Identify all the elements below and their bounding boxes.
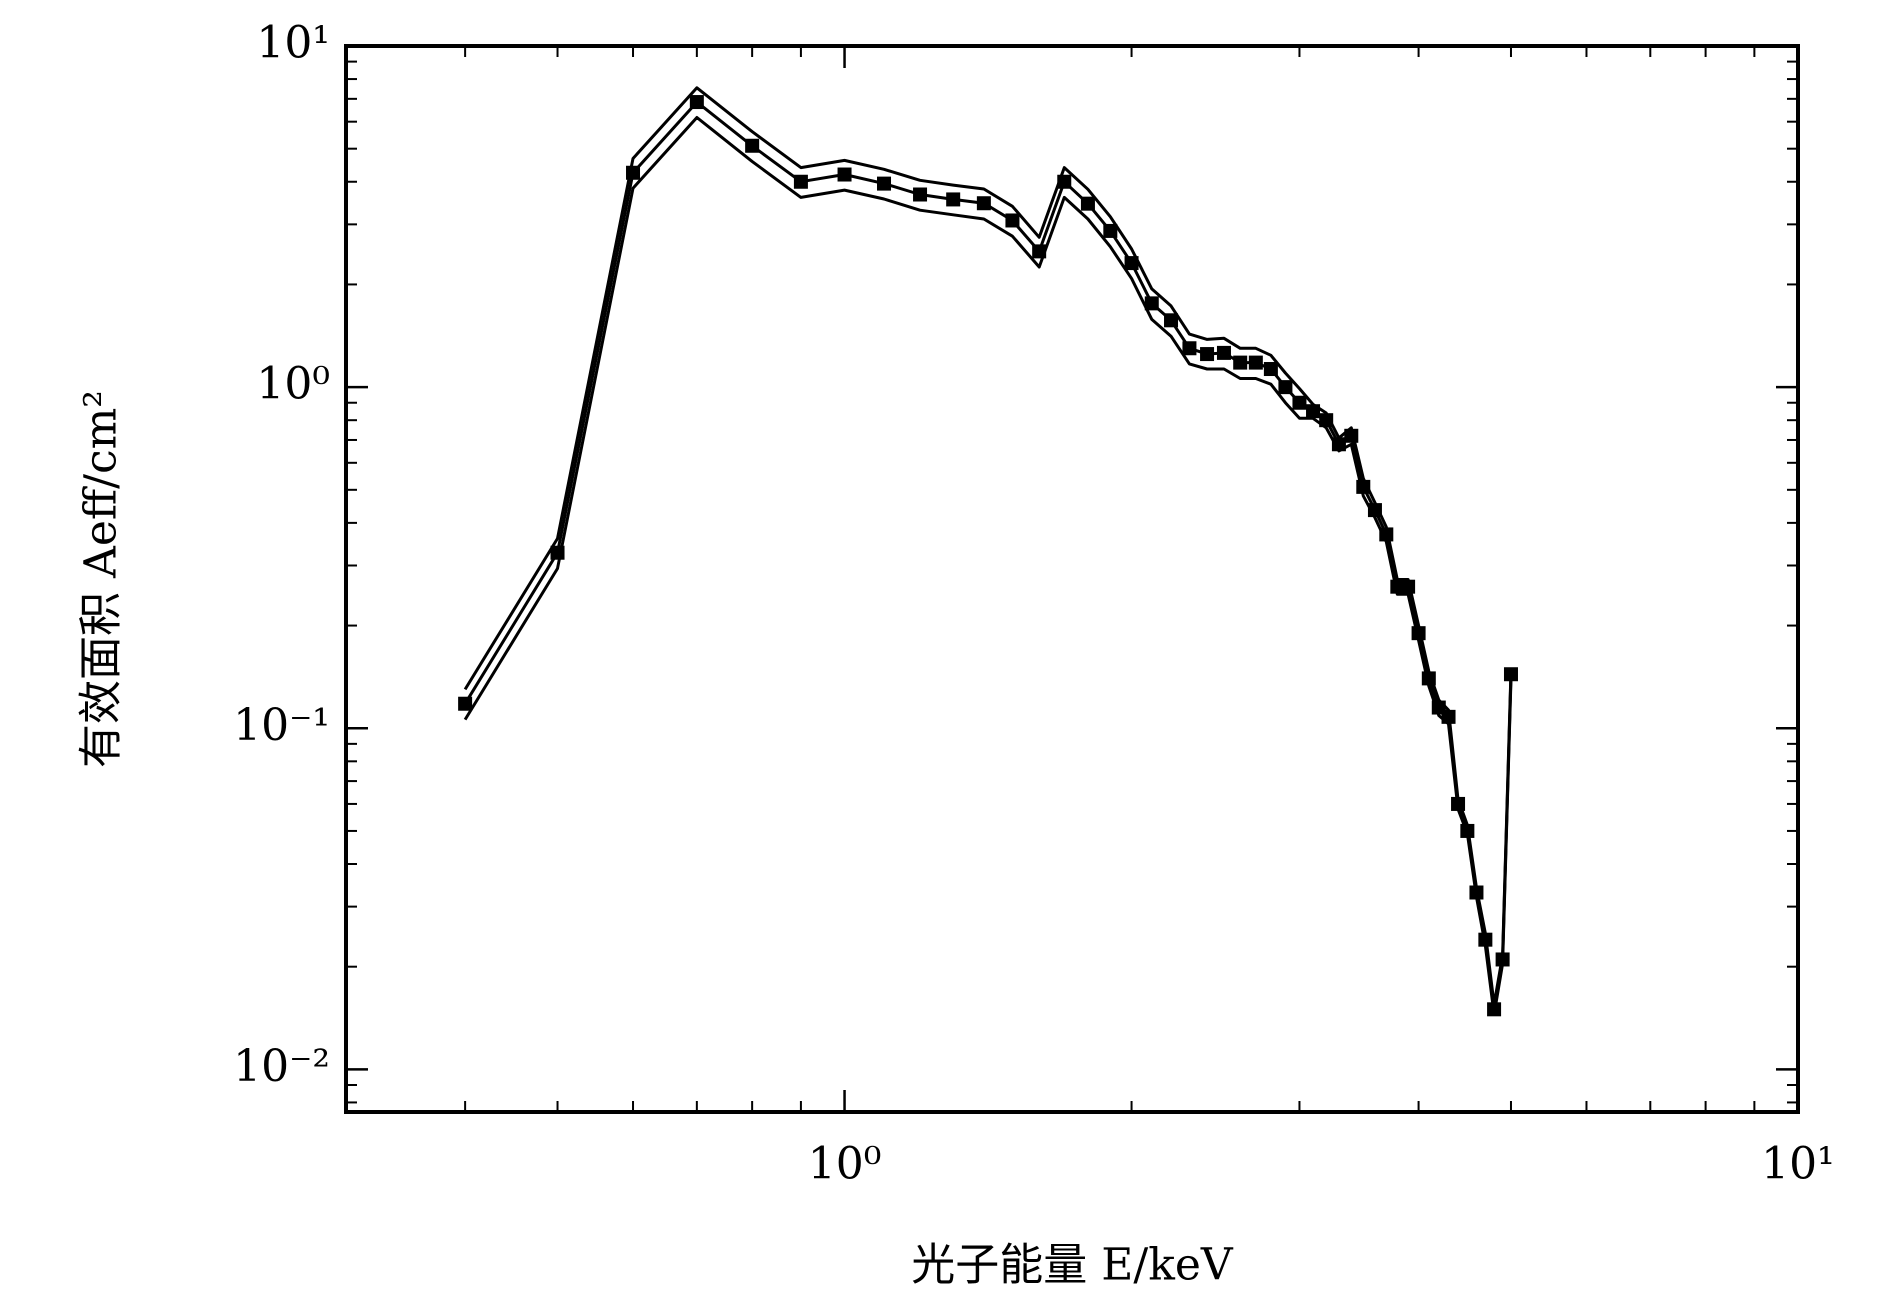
plot-frame (344, 44, 1800, 1114)
marker (1263, 362, 1278, 377)
marker (1248, 355, 1263, 370)
series-line (463, 116, 1513, 1016)
y-tick-label: 10⁻² (233, 1041, 330, 1092)
marker (1144, 296, 1159, 311)
marker (1005, 213, 1020, 228)
marker (1292, 395, 1307, 410)
x-axis-label: 光子能量 E/keV (911, 1240, 1234, 1291)
marker (877, 176, 892, 191)
marker (793, 174, 808, 189)
marker (1080, 196, 1095, 211)
marker (1278, 380, 1293, 395)
marker (1124, 256, 1139, 271)
marker (458, 696, 473, 711)
marker (1233, 355, 1248, 370)
x-tick-label: 10¹ (1761, 1139, 1835, 1190)
marker (946, 192, 961, 207)
y-tick-label: 10¹ (256, 18, 330, 69)
marker (837, 167, 852, 182)
marker (976, 196, 991, 211)
y-tick-label: 10⁰ (256, 359, 330, 410)
x-tick-label: 10⁰ (808, 1139, 882, 1190)
marker (1103, 223, 1118, 238)
marker (1164, 313, 1179, 328)
marker (745, 138, 760, 153)
marker (913, 187, 928, 202)
y-tick-label: 10⁻¹ (233, 700, 330, 751)
y-axis-label: 有效面积 Aeff/cm² (76, 390, 127, 768)
marker (1182, 341, 1197, 356)
series-line (463, 86, 1513, 1006)
marker (689, 95, 704, 110)
marker (1216, 345, 1231, 360)
marker (1200, 347, 1215, 362)
